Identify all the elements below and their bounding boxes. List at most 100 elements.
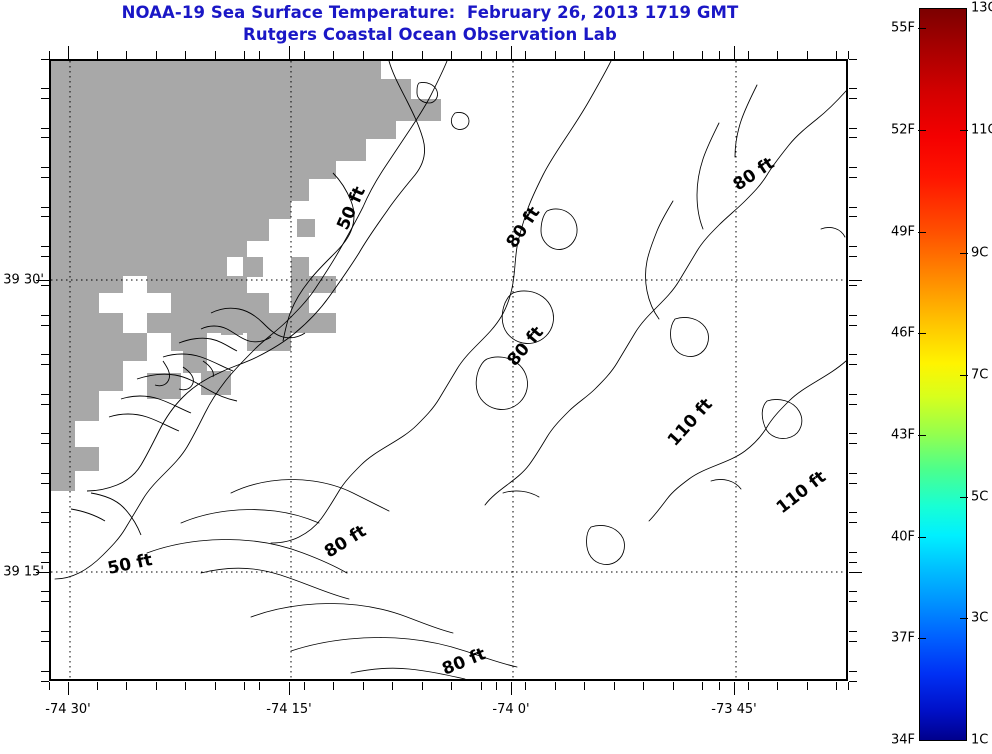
tick-bottom bbox=[836, 682, 837, 690]
colorbar-label-fahrenheit: 49F bbox=[890, 224, 915, 240]
tick-left bbox=[36, 280, 49, 281]
tick-left bbox=[41, 473, 49, 474]
tick-left bbox=[41, 128, 49, 129]
tick-left bbox=[41, 591, 49, 592]
tick-left bbox=[41, 552, 49, 553]
tick-left bbox=[41, 256, 49, 257]
tick-bottom bbox=[643, 682, 644, 690]
tick-right bbox=[849, 483, 857, 484]
temperature-colorbar: 55F 52F 49F 46F 43F 40F 37F 34F 13C 11C 9C 7C 5C 3C 1C bbox=[891, 1, 992, 748]
tick-bottom bbox=[333, 682, 334, 690]
coastline-outline bbox=[70, 61, 426, 536]
colorbar-tick bbox=[960, 618, 968, 619]
tick-right bbox=[849, 280, 862, 281]
bathymetry-contour-label: 80 ft bbox=[730, 153, 779, 195]
colorbar-tick bbox=[960, 130, 968, 131]
tick-top bbox=[97, 51, 98, 59]
colorbar-label-fahrenheit: 43F bbox=[890, 427, 915, 443]
tick-right bbox=[849, 631, 857, 632]
tick-bottom bbox=[734, 682, 735, 695]
tick-bottom bbox=[68, 682, 69, 695]
tick-left bbox=[41, 631, 49, 632]
tick-left bbox=[41, 354, 49, 355]
tick-top bbox=[215, 51, 216, 59]
tick-top bbox=[496, 51, 497, 59]
tick-bottom bbox=[719, 682, 720, 690]
tick-right bbox=[849, 601, 857, 602]
colorbar-tick bbox=[918, 333, 926, 334]
tick-bottom bbox=[584, 682, 585, 690]
tick-bottom bbox=[673, 682, 674, 690]
tick-top bbox=[126, 51, 127, 59]
tick-bottom bbox=[49, 682, 50, 690]
tick-bottom bbox=[496, 682, 497, 690]
tick-left bbox=[41, 88, 49, 89]
tick-left bbox=[41, 59, 49, 60]
tick-bottom bbox=[525, 682, 526, 690]
tick-bottom bbox=[156, 682, 157, 690]
tick-top bbox=[49, 51, 50, 59]
tick-bottom bbox=[289, 682, 290, 695]
chart-title-block: NOAA-19 Sea Surface Temperature: Februar… bbox=[0, 2, 860, 46]
bathymetry-contours bbox=[54, 61, 846, 679]
tick-top bbox=[481, 51, 482, 59]
bathymetry-contour-label: 80 ft bbox=[321, 521, 370, 562]
tick-top bbox=[156, 51, 157, 59]
tick-top bbox=[244, 51, 245, 59]
colorbar-label-fahrenheit: 55F bbox=[890, 20, 915, 36]
tick-right bbox=[849, 216, 857, 217]
bathymetry-contour-label: 50 ft bbox=[106, 550, 154, 579]
tick-top bbox=[333, 51, 334, 59]
tick-bottom bbox=[614, 682, 615, 690]
tick-top bbox=[304, 51, 305, 59]
tick-left bbox=[41, 246, 49, 247]
tick-bottom bbox=[422, 682, 423, 690]
tick-left bbox=[41, 512, 49, 513]
graticule-grid bbox=[51, 61, 846, 679]
tick-right bbox=[849, 512, 857, 513]
tick-left bbox=[41, 216, 49, 217]
latitude-axis-label: 39 30' bbox=[3, 272, 44, 288]
colorbar-gradient bbox=[919, 8, 967, 741]
tick-left bbox=[41, 681, 49, 682]
longitude-axis-label: -74 0' bbox=[492, 702, 530, 717]
tick-top bbox=[836, 51, 837, 59]
tick-top bbox=[289, 46, 290, 59]
tick-top bbox=[422, 51, 423, 59]
map-canvas: 50 ft 80 ft 80 ft 80 ft 110 ft 110 ft 50 ft 80 … bbox=[51, 61, 846, 679]
tick-bottom bbox=[185, 682, 186, 690]
tick-top bbox=[719, 51, 720, 59]
colorbar-tick bbox=[918, 232, 926, 233]
tick-right bbox=[849, 256, 857, 257]
tick-top bbox=[185, 51, 186, 59]
tick-bottom bbox=[259, 682, 260, 690]
tick-left bbox=[41, 404, 49, 405]
tick-top bbox=[643, 51, 644, 59]
tick-left bbox=[41, 137, 49, 138]
tick-right bbox=[849, 128, 857, 129]
tick-left bbox=[41, 98, 49, 99]
tick-left bbox=[41, 177, 49, 178]
bathymetry-contour-label: 80 ft bbox=[439, 644, 488, 679]
bathymetry-contour-label: 110 ft bbox=[664, 395, 717, 451]
tick-right bbox=[849, 433, 857, 434]
tick-right bbox=[849, 404, 857, 405]
tick-top bbox=[807, 51, 808, 59]
tick-left bbox=[41, 562, 49, 563]
tick-right bbox=[849, 394, 857, 395]
tick-top bbox=[363, 51, 364, 59]
colorbar-label-celsius: 5C bbox=[971, 489, 989, 505]
tick-left bbox=[41, 364, 49, 365]
tick-right bbox=[849, 88, 857, 89]
tick-right bbox=[849, 473, 857, 474]
tick-right bbox=[849, 167, 857, 168]
tick-bottom bbox=[777, 682, 778, 690]
tick-left bbox=[41, 443, 49, 444]
colorbar-tick bbox=[918, 638, 926, 639]
page-subtitle: Rutgers Coastal Ocean Observation Lab bbox=[243, 25, 617, 44]
bathymetry-contour-label: 110 ft bbox=[773, 467, 830, 518]
tick-left bbox=[41, 601, 49, 602]
page-title: NOAA-19 Sea Surface Temperature: Februar… bbox=[121, 3, 739, 22]
bathymetry-contour-label: 80 ft bbox=[504, 323, 548, 370]
colorbar-tick bbox=[960, 253, 968, 254]
